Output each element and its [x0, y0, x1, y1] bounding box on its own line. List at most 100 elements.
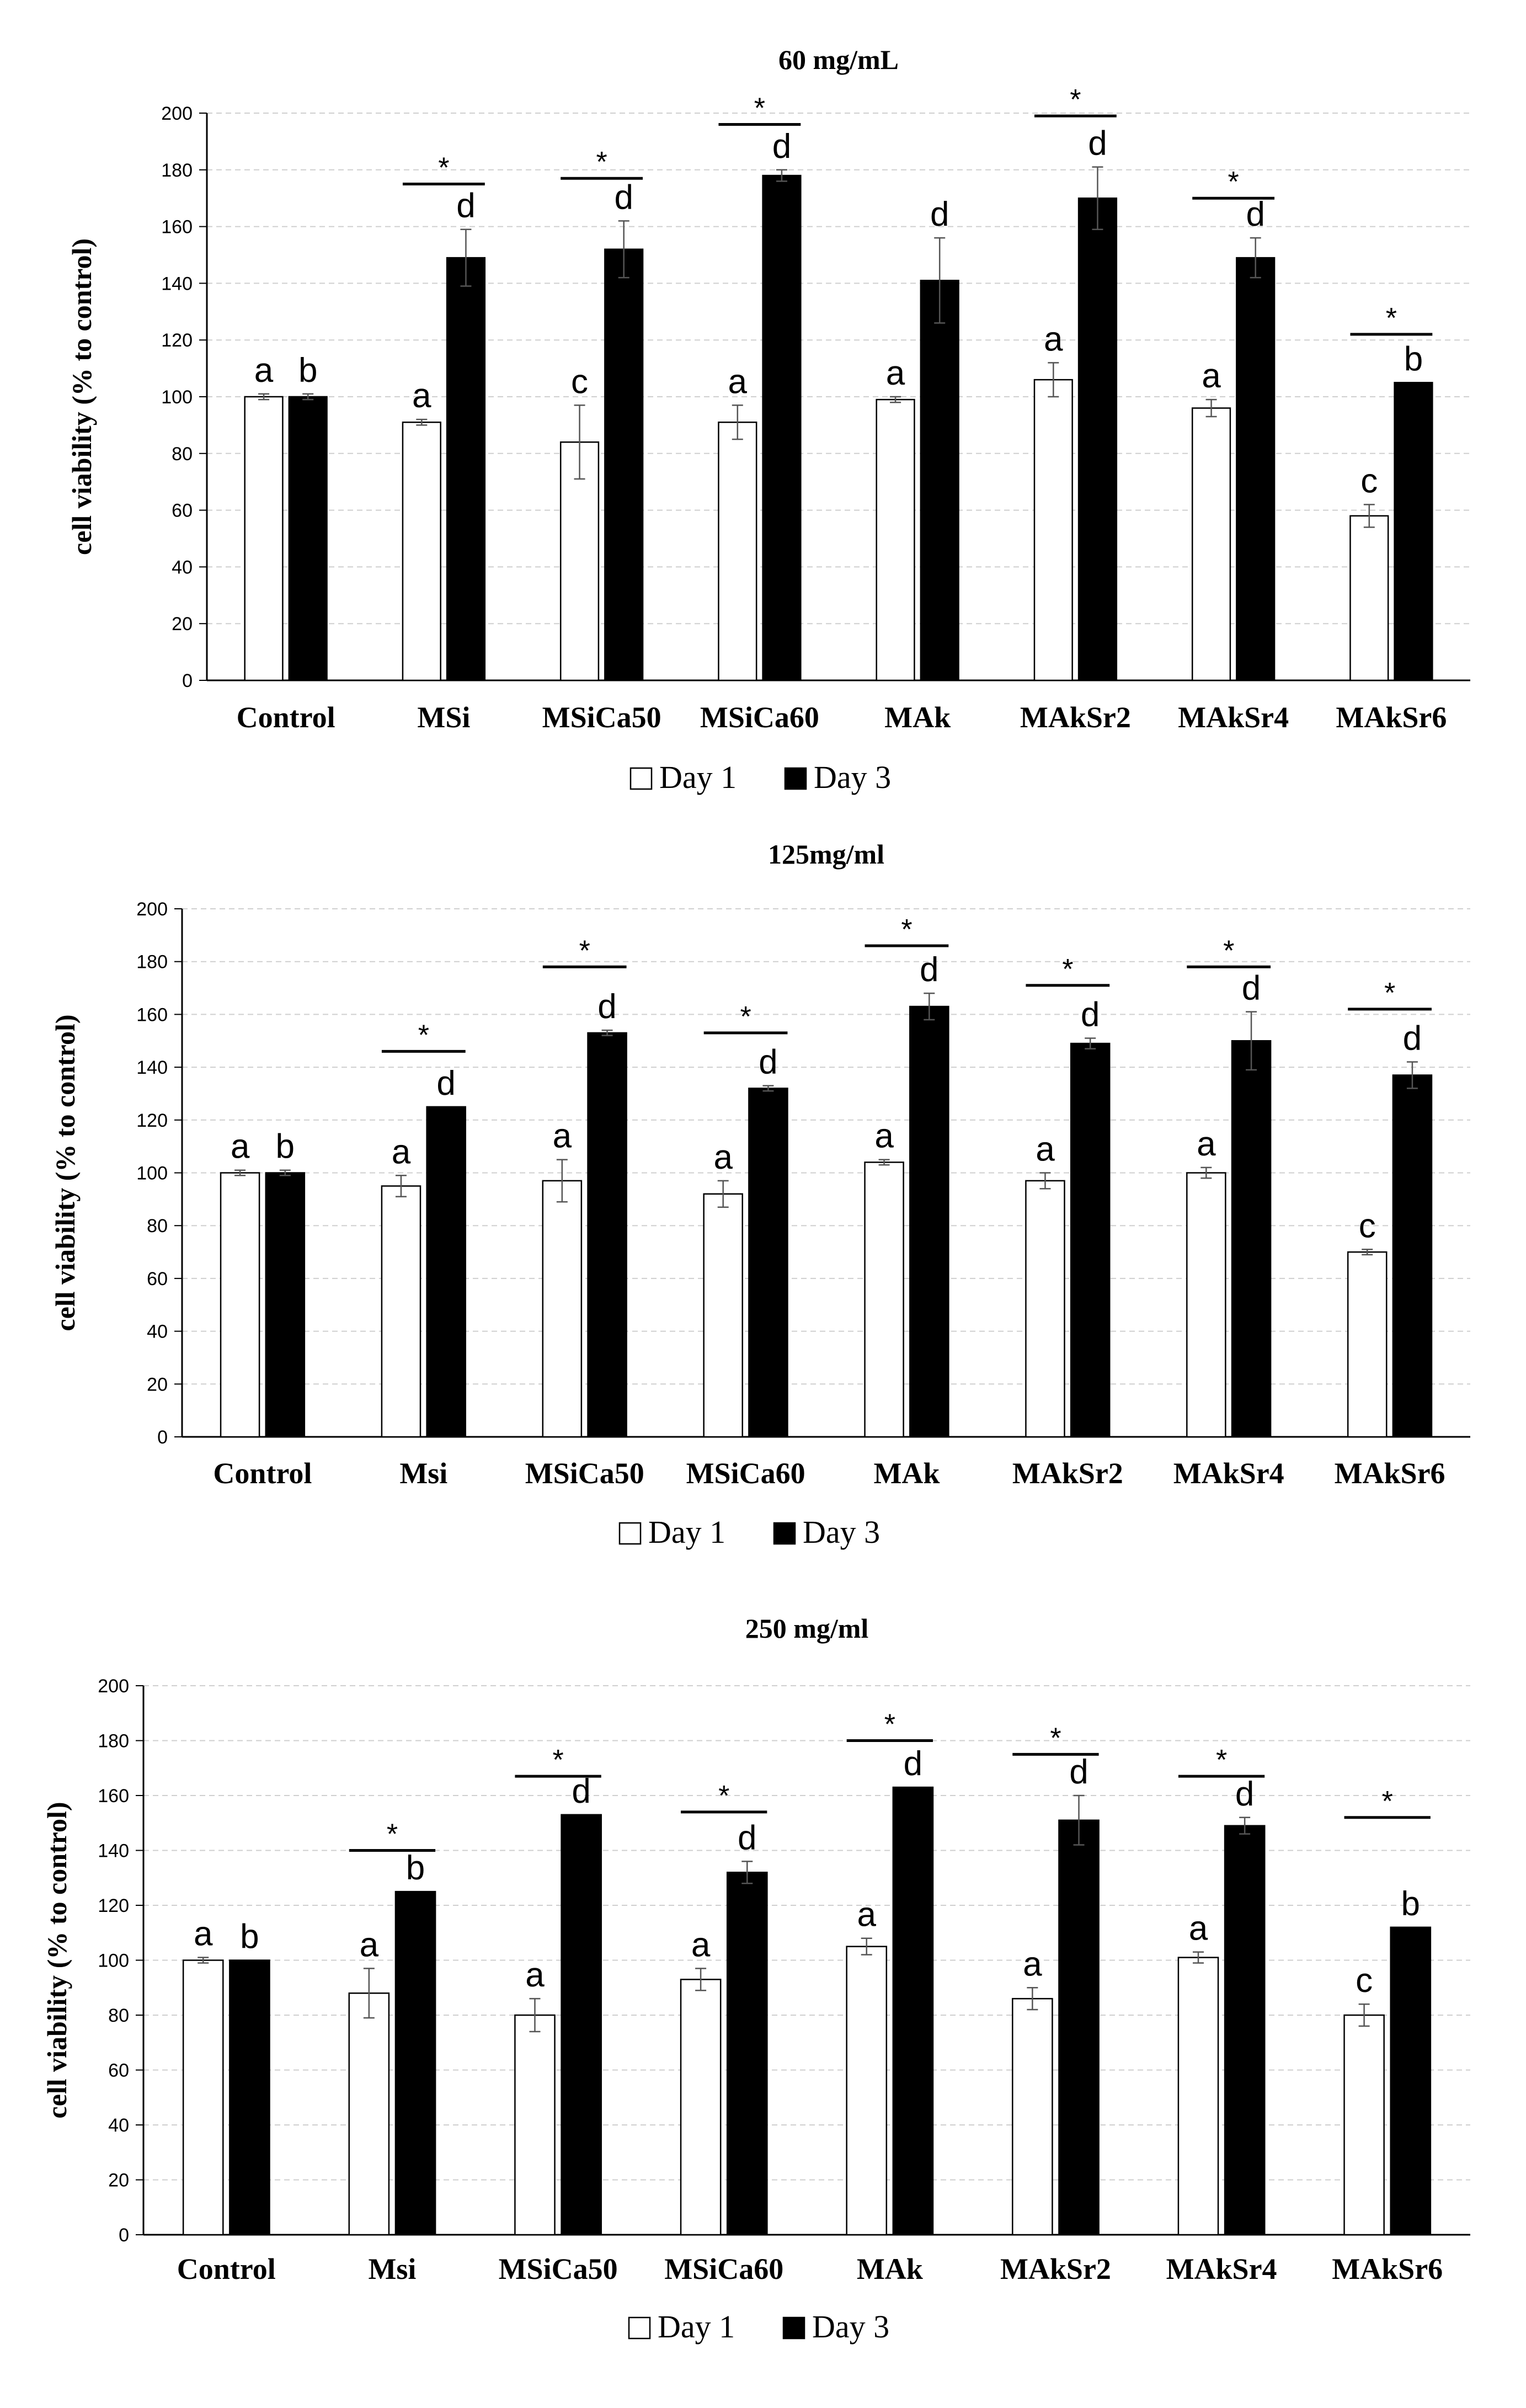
significance-star: *: [438, 152, 449, 184]
y-tick-label: 180: [136, 952, 168, 973]
bar-day1: [876, 398, 915, 681]
y-axis-label: cell viability (% to control): [66, 238, 97, 555]
bar-day1: [348, 1992, 390, 2236]
chart-title: 250 mg/ml: [745, 1613, 869, 1644]
significance-letter: a: [1202, 357, 1221, 395]
legend-swatch-day3: [784, 767, 807, 790]
x-tick-label: MSiCa60: [686, 1457, 805, 1490]
y-axis-label: cell viability (% to control): [41, 1802, 72, 2119]
significance-letter: d: [904, 1745, 922, 1783]
legend-swatch-day1: [618, 1522, 642, 1545]
y-tick-label: 140: [136, 1057, 168, 1078]
y-axis-label: cell viability (% to control): [50, 1015, 81, 1331]
x-tick-label: MAk: [884, 701, 951, 734]
y-tick-label: 60: [172, 500, 193, 521]
bar-day3: [587, 1032, 627, 1438]
y-tick-label: 200: [98, 1676, 129, 1697]
significance-letter: d: [614, 178, 633, 216]
bar-day3: [920, 280, 959, 681]
y-tick-label: 180: [161, 160, 193, 181]
significance-letter: a: [886, 354, 905, 392]
legend-swatch-day1: [628, 2316, 651, 2340]
bar-day3: [1394, 382, 1433, 681]
x-tick-label: MSiCa60: [664, 2252, 783, 2286]
y-tick-label: 100: [161, 387, 193, 408]
significance-star: *: [1050, 1722, 1061, 1754]
significance-letter: d: [436, 1064, 455, 1102]
y-tick-label: 200: [161, 103, 193, 124]
significance-letter: a: [1189, 1910, 1208, 1948]
legend-swatch-day3: [773, 1522, 796, 1545]
y-tick-label: 0: [157, 1427, 168, 1448]
significance-letter: a: [412, 377, 431, 415]
significance-letter: c: [571, 363, 588, 401]
bar-day1: [1025, 1180, 1065, 1438]
bar-day3: [1392, 1074, 1433, 1438]
x-tick-label: MSiCa50: [525, 1457, 644, 1490]
significance-star: *: [1216, 1744, 1227, 1776]
significance-letter: d: [1246, 195, 1264, 233]
bar-day3: [909, 1005, 949, 1438]
significance-letter: d: [930, 195, 949, 233]
y-tick-label: 0: [119, 2225, 129, 2246]
x-tick-label: MSi: [417, 701, 470, 734]
bar-day1: [381, 1185, 421, 1438]
y-tick-label: 140: [98, 1841, 129, 1862]
chart-title: 60 mg/mL: [778, 44, 899, 75]
legend-label: Day 3: [814, 759, 891, 795]
x-tick-label: MAkSr6: [1332, 2252, 1443, 2286]
bar-day3: [748, 1088, 788, 1438]
significance-letter: a: [525, 1956, 545, 1994]
y-tick-label: 100: [98, 1951, 129, 1972]
significance-star: *: [740, 1001, 751, 1033]
y-tick-label: 40: [172, 557, 193, 578]
x-tick-label: Control: [177, 2252, 276, 2286]
legend-swatch-day1: [629, 767, 653, 790]
significance-letter: a: [874, 1117, 894, 1155]
bar-day3: [1390, 1926, 1432, 2236]
y-tick-label: 120: [161, 330, 193, 351]
bar-day1: [1186, 1172, 1226, 1438]
x-tick-label: Msi: [399, 1457, 447, 1490]
bar-day3: [561, 1814, 602, 2236]
bar-day1: [718, 422, 757, 681]
y-tick-label: 20: [108, 2170, 129, 2191]
significance-letter: d: [738, 1819, 756, 1857]
bar-day3: [1224, 1825, 1266, 2236]
bar-day1: [864, 1162, 904, 1438]
y-tick-label: 160: [161, 217, 193, 238]
y-tick-label: 80: [108, 2005, 129, 2026]
bar-day3: [604, 248, 644, 681]
significance-star: *: [579, 935, 590, 967]
y-tick-label: 20: [172, 614, 193, 635]
x-tick-label: MAkSr2: [1000, 2252, 1111, 2286]
y-tick-label: 60: [108, 2060, 129, 2081]
legend-label: Day 3: [812, 2309, 889, 2345]
legend: Day 1 Day 3: [618, 1514, 880, 1550]
x-tick-label: Msi: [368, 2252, 416, 2286]
bar-day1: [402, 422, 441, 681]
significance-star: *: [718, 1780, 729, 1812]
significance-letter: b: [1404, 340, 1423, 378]
significance-letter: a: [392, 1133, 411, 1171]
y-tick-label: 140: [161, 273, 193, 294]
bar-day1: [1191, 407, 1231, 681]
significance-star: *: [1384, 977, 1395, 1009]
legend-label: Day 1: [648, 1514, 725, 1550]
significance-letter: a: [360, 1926, 379, 1964]
significance-star: *: [552, 1744, 563, 1776]
bar-day1: [680, 1979, 722, 2236]
x-tick-label: MAkSr4: [1166, 2252, 1277, 2286]
significance-star: *: [418, 1019, 429, 1051]
x-tick-label: Control: [213, 1457, 312, 1490]
significance-letter: a: [857, 1896, 876, 1934]
significance-star: *: [387, 1819, 398, 1851]
significance-letter: a: [728, 363, 748, 401]
significance-letter: b: [240, 1918, 259, 1956]
x-tick-label: MSiCa50: [499, 2252, 618, 2286]
significance-letter: d: [759, 1043, 777, 1082]
significance-letter: d: [1403, 1020, 1422, 1058]
bar-day3: [1070, 1042, 1111, 1438]
y-tick-label: 160: [98, 1786, 129, 1807]
